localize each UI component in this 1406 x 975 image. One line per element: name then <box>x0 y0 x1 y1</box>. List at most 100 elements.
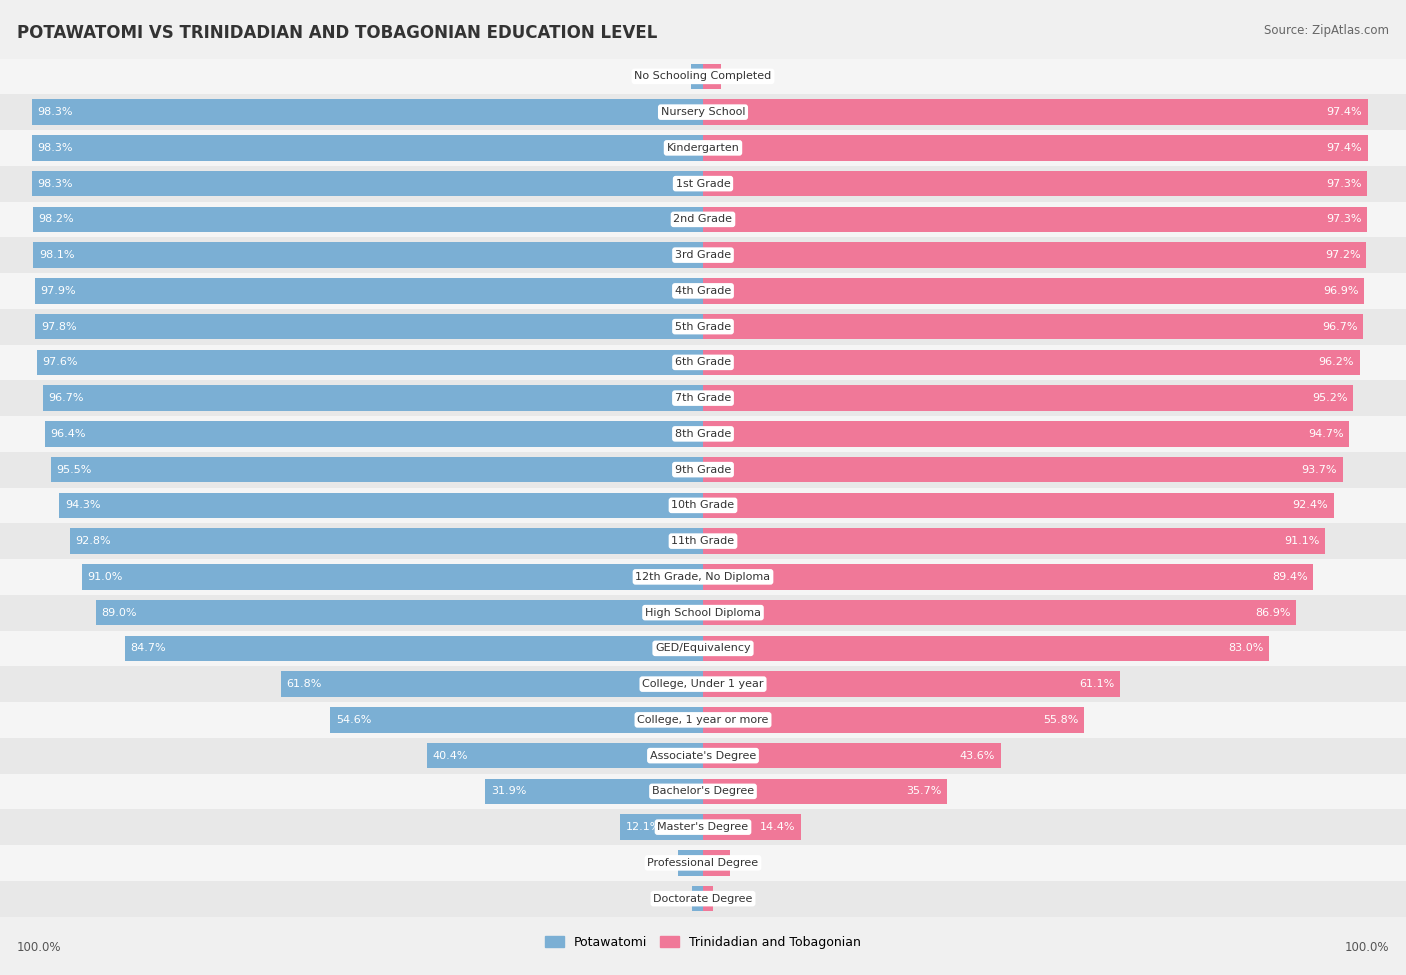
Bar <box>703 171 1367 197</box>
Text: Nursery School: Nursery School <box>661 107 745 117</box>
Text: 96.7%: 96.7% <box>1322 322 1358 332</box>
Text: 95.5%: 95.5% <box>56 465 91 475</box>
Text: 31.9%: 31.9% <box>491 787 526 797</box>
Bar <box>703 135 1368 161</box>
Bar <box>0 809 1406 845</box>
Bar <box>0 559 1406 595</box>
Text: 97.9%: 97.9% <box>41 286 76 295</box>
Text: 4th Grade: 4th Grade <box>675 286 731 295</box>
Bar <box>703 207 1367 232</box>
Bar <box>703 278 1364 304</box>
Bar <box>0 773 1406 809</box>
Bar <box>45 421 703 447</box>
Bar <box>0 95 1406 130</box>
Text: College, Under 1 year: College, Under 1 year <box>643 680 763 689</box>
Text: GED/Equivalency: GED/Equivalency <box>655 644 751 653</box>
Bar <box>703 600 1296 626</box>
Bar <box>125 636 703 661</box>
Text: Master's Degree: Master's Degree <box>658 822 748 832</box>
Bar <box>703 349 1360 375</box>
Text: 97.3%: 97.3% <box>1326 214 1361 224</box>
Bar <box>679 850 703 876</box>
Text: 91.0%: 91.0% <box>87 572 122 582</box>
Text: 89.4%: 89.4% <box>1272 572 1308 582</box>
Text: Kindergarten: Kindergarten <box>666 143 740 153</box>
Bar <box>703 63 721 90</box>
Text: High School Diploma: High School Diploma <box>645 607 761 617</box>
Text: 3.6%: 3.6% <box>647 858 675 868</box>
Text: 97.4%: 97.4% <box>1327 107 1362 117</box>
Bar <box>703 707 1084 733</box>
Bar <box>703 385 1353 411</box>
Bar <box>0 666 1406 702</box>
Bar <box>281 671 703 697</box>
Bar <box>37 349 703 375</box>
Text: Source: ZipAtlas.com: Source: ZipAtlas.com <box>1264 24 1389 37</box>
Text: 1.6%: 1.6% <box>661 894 689 904</box>
Bar <box>703 671 1121 697</box>
Bar <box>32 207 703 232</box>
Text: 91.1%: 91.1% <box>1284 536 1319 546</box>
Bar <box>32 135 703 161</box>
Bar <box>703 850 730 876</box>
Text: 9th Grade: 9th Grade <box>675 465 731 475</box>
Text: 86.9%: 86.9% <box>1256 607 1291 617</box>
Text: 97.2%: 97.2% <box>1326 251 1361 260</box>
Bar <box>0 845 1406 880</box>
Bar <box>96 600 703 626</box>
Text: Bachelor's Degree: Bachelor's Degree <box>652 787 754 797</box>
Bar <box>0 237 1406 273</box>
Text: Doctorate Degree: Doctorate Degree <box>654 894 752 904</box>
Text: 96.4%: 96.4% <box>51 429 86 439</box>
Bar <box>35 278 703 304</box>
Text: 98.1%: 98.1% <box>39 251 75 260</box>
Bar <box>703 814 801 840</box>
Text: 97.8%: 97.8% <box>41 322 76 332</box>
Text: 92.4%: 92.4% <box>1292 500 1329 510</box>
Text: 93.7%: 93.7% <box>1302 465 1337 475</box>
Bar <box>0 309 1406 344</box>
Bar <box>82 564 703 590</box>
Bar <box>0 416 1406 451</box>
Bar <box>0 130 1406 166</box>
Bar <box>703 528 1324 554</box>
Bar <box>70 528 703 554</box>
Text: 43.6%: 43.6% <box>960 751 995 760</box>
Bar <box>32 171 703 197</box>
Bar <box>32 99 703 125</box>
Text: 95.2%: 95.2% <box>1312 393 1347 403</box>
Bar <box>0 738 1406 773</box>
Legend: Potawatomi, Trinidadian and Tobagonian: Potawatomi, Trinidadian and Tobagonian <box>540 931 866 955</box>
Text: 2nd Grade: 2nd Grade <box>673 214 733 224</box>
Text: 97.6%: 97.6% <box>42 358 77 368</box>
Text: College, 1 year or more: College, 1 year or more <box>637 715 769 724</box>
Bar <box>0 595 1406 631</box>
Bar <box>703 778 946 804</box>
Bar <box>427 743 703 768</box>
Text: 8th Grade: 8th Grade <box>675 429 731 439</box>
Text: Professional Degree: Professional Degree <box>647 858 759 868</box>
Text: 10th Grade: 10th Grade <box>672 500 734 510</box>
Text: 98.3%: 98.3% <box>38 107 73 117</box>
Bar <box>59 492 703 519</box>
Text: 100.0%: 100.0% <box>17 941 62 955</box>
Text: 12.1%: 12.1% <box>626 822 661 832</box>
Bar <box>0 380 1406 416</box>
Text: 3rd Grade: 3rd Grade <box>675 251 731 260</box>
Text: 96.7%: 96.7% <box>48 393 84 403</box>
Bar <box>703 421 1350 447</box>
Text: Associate's Degree: Associate's Degree <box>650 751 756 760</box>
Bar <box>620 814 703 840</box>
Text: 83.0%: 83.0% <box>1229 644 1264 653</box>
Text: 98.3%: 98.3% <box>38 178 73 188</box>
Text: 97.3%: 97.3% <box>1326 178 1361 188</box>
Bar <box>0 202 1406 237</box>
Text: 1st Grade: 1st Grade <box>676 178 730 188</box>
Bar <box>0 58 1406 95</box>
Text: 61.8%: 61.8% <box>287 680 322 689</box>
Bar <box>692 63 703 90</box>
Text: 55.8%: 55.8% <box>1043 715 1078 724</box>
Bar <box>692 885 703 912</box>
Bar <box>44 385 703 411</box>
Text: 12th Grade, No Diploma: 12th Grade, No Diploma <box>636 572 770 582</box>
